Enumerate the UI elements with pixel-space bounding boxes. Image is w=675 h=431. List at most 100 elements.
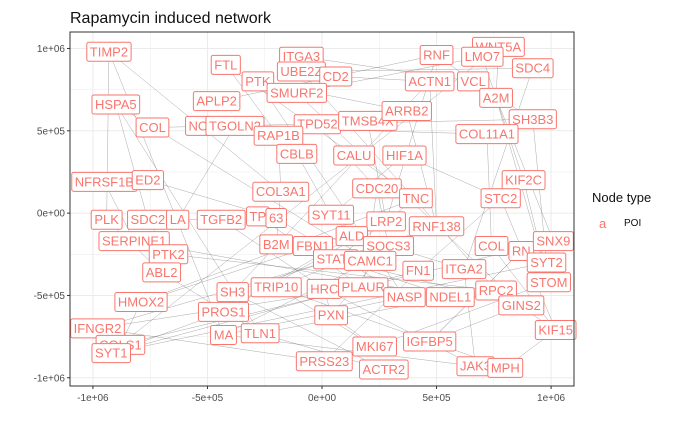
node-label: CD2 (319, 66, 353, 87)
node-label-text: COL3A1 (256, 184, 306, 199)
network-edge (276, 286, 506, 369)
node-label-box (343, 250, 397, 271)
node-label-box (252, 181, 310, 202)
node-label-box (91, 94, 141, 115)
node-label-text: MKI67 (356, 339, 394, 354)
node-label: KIF2C (501, 170, 546, 191)
node-label: ITGA2 (441, 259, 487, 280)
node-label-box (91, 343, 131, 364)
node-label-text: PXN (318, 308, 345, 323)
node-label-box (425, 287, 475, 308)
node-label: RNF138 (408, 216, 465, 237)
node-label-box (534, 320, 577, 341)
node-label: PLK (90, 209, 123, 230)
node-label: ACTN1 (404, 71, 455, 92)
node-label: IFNGR2 (70, 318, 125, 339)
node-label: VCL (457, 71, 490, 92)
node-label: TLN1 (240, 323, 280, 344)
node-label-text: RAP1B (257, 128, 300, 143)
node-label-text: PLAUR (342, 280, 385, 295)
node-label-text: COL (139, 120, 166, 135)
node-label-text: VCL (461, 74, 486, 89)
node-label-box (197, 301, 250, 322)
node-label: TGOLN2 (205, 115, 265, 136)
node-label-text: SDC4 (515, 61, 550, 76)
node-label: COL (474, 236, 509, 257)
node-label: LRP2 (366, 211, 406, 232)
node-label-text: SDC2 (131, 212, 166, 227)
node-label: RAP1B (253, 125, 304, 146)
network-edge (463, 269, 476, 367)
node-label: CDC20 (352, 178, 402, 199)
node-label-text: B2M (263, 237, 290, 252)
node-label: HIF1A (382, 145, 427, 166)
node-label: NO (185, 115, 212, 136)
node-label-text: KIF2C (505, 173, 542, 188)
node-label-text: ABL2 (146, 265, 178, 280)
node-label: B2M (259, 234, 294, 255)
x-tick-label: 0e+00 (308, 393, 337, 404)
node-label-box (441, 259, 487, 280)
node-label-text: CAMC1 (347, 253, 393, 268)
node-label-box (210, 54, 241, 75)
node-label: MKI67 (352, 336, 397, 357)
node-label-text: COL11A1 (459, 127, 515, 142)
node-label: ABL2 (142, 262, 182, 283)
node-label-box (314, 305, 349, 326)
network-edge (177, 125, 236, 220)
node-label-box (532, 231, 574, 252)
network-edge (296, 153, 332, 215)
node-label-text: ALD (339, 229, 364, 244)
node-label-text: SMURF2 (270, 85, 323, 100)
x-tick-label: 1e+06 (537, 393, 566, 404)
node-label-text: TLN1 (244, 326, 276, 341)
node-label: PXN (314, 305, 349, 326)
node-label-box (461, 46, 504, 67)
node-label-text: SH3 (220, 285, 245, 300)
node-label-text: HRC (310, 281, 338, 296)
node-label-text: HIF1A (386, 148, 423, 163)
node-label-text: IGFBP5 (407, 334, 453, 349)
node-label-box (480, 188, 521, 209)
network-edge (140, 245, 313, 303)
node-label: TGFB2 (196, 209, 246, 230)
node-label: SH3B3 (508, 109, 557, 130)
node-label-text: SYT2 (530, 255, 563, 270)
node-label-text: ITGA3 (283, 49, 321, 64)
node-label-text: 63 (269, 211, 283, 226)
node-label-text: CBLB (280, 146, 314, 161)
node-label: PTK (241, 71, 275, 92)
node-label-box (250, 277, 302, 298)
node-label-text: CD2 (323, 69, 349, 84)
node-label-text: CDC20 (356, 181, 399, 196)
node-label: SDC2 (127, 209, 169, 230)
node-label-text: PROS1 (201, 304, 245, 319)
node-label-box (210, 324, 237, 345)
node-label-box (474, 236, 509, 257)
node-label-text: LA (170, 212, 186, 227)
node-label: TNC (399, 188, 433, 209)
node-label: TIMP2 (86, 41, 132, 62)
node-label-box (240, 323, 280, 344)
legend-title: Node type (592, 190, 651, 205)
node-label: PRSS23 (295, 351, 353, 372)
node-label: PROS1 (197, 301, 250, 322)
node-label-box (408, 216, 465, 237)
node-label: 63 (265, 208, 287, 229)
node-label-text: ARRB2 (385, 104, 428, 119)
node-label-box (216, 282, 249, 303)
node-label-text: TMSB4X (342, 113, 394, 128)
node-label-text: NO (189, 118, 209, 133)
node-label: HMOX2 (114, 292, 168, 313)
network-edge (232, 291, 384, 370)
node-label-text: FTL (214, 57, 237, 72)
node-label-box (498, 295, 545, 316)
node-label-box (508, 109, 557, 130)
node-label-box (403, 331, 457, 352)
node-label-box (196, 209, 246, 230)
node-label-box (86, 41, 132, 62)
node-label-box (487, 357, 524, 378)
node-label-text: A2M (483, 90, 510, 105)
